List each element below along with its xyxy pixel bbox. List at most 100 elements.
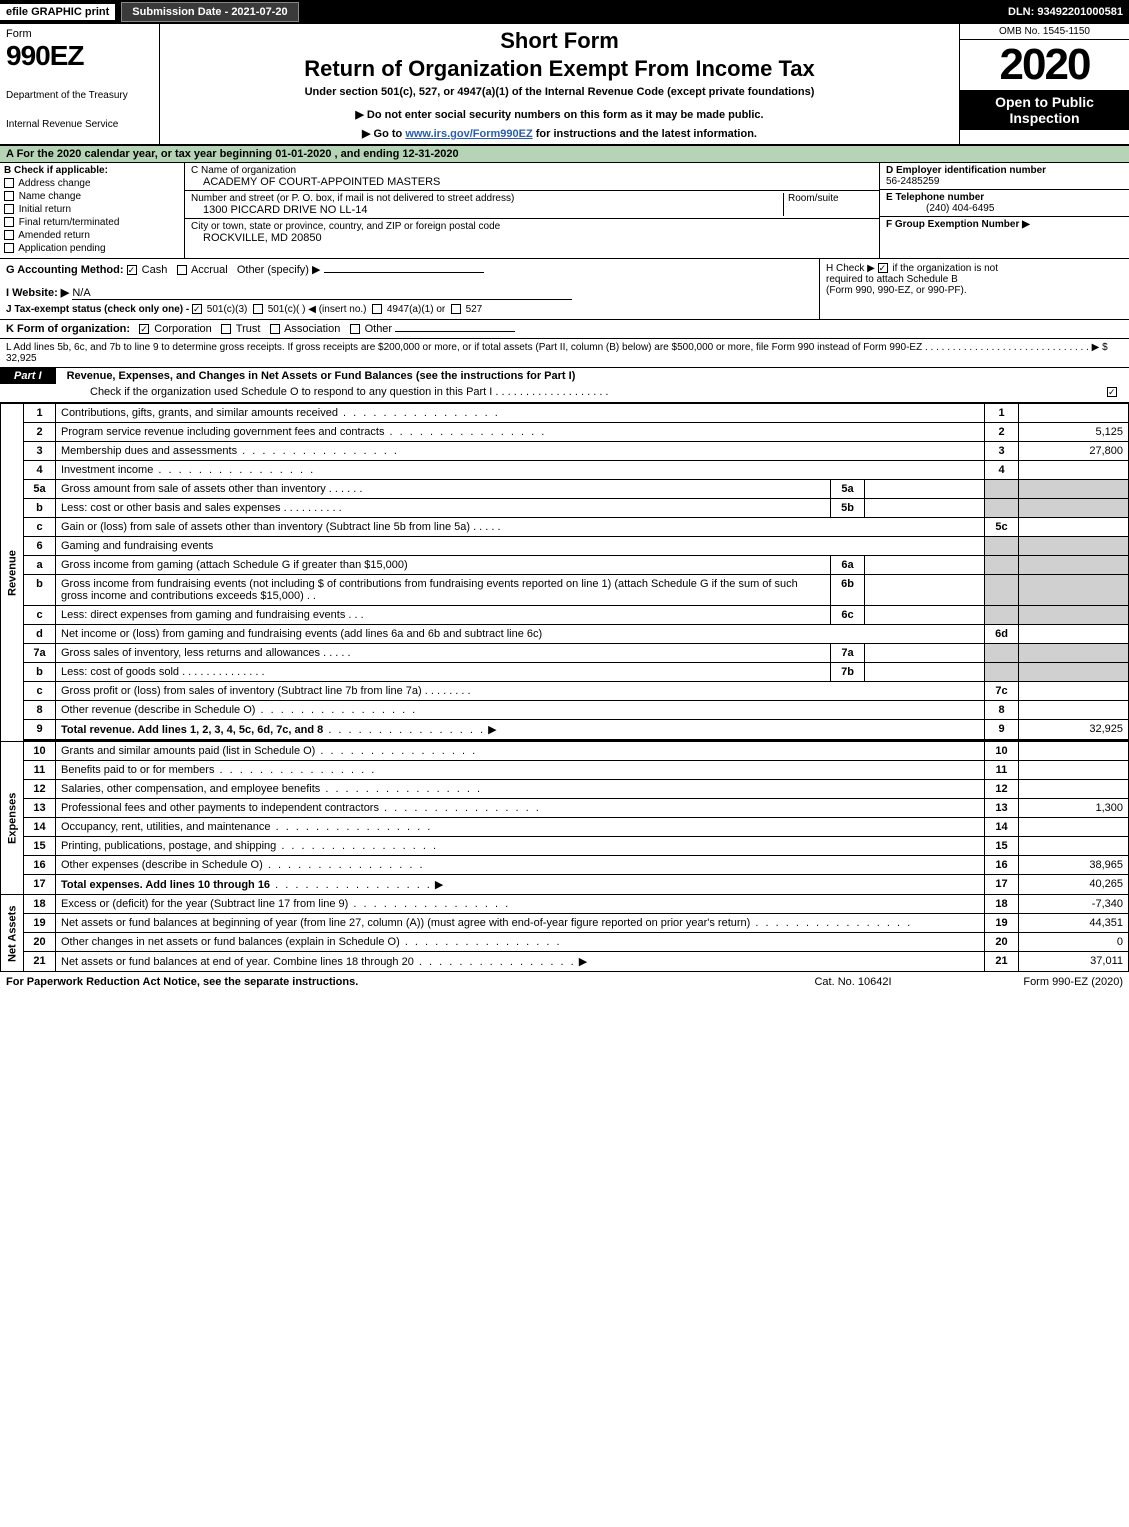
irs-label: Internal Revenue Service (6, 119, 153, 130)
amt-19: 44,351 (1019, 914, 1129, 933)
tel-value: (240) 404-6495 (886, 203, 994, 214)
tax-period: A For the 2020 calendar year, or tax yea… (0, 146, 1129, 163)
g-label: G Accounting Method: (6, 264, 124, 276)
amt-7c (1019, 682, 1129, 701)
sched-o-text: Check if the organization used Schedule … (90, 386, 609, 398)
form-label: Form (6, 28, 153, 40)
chk-association[interactable] (270, 324, 280, 334)
j-label: J Tax-exempt status (check only one) - (6, 304, 192, 315)
h-text3: (Form 990, 990-EZ, or 990-PF). (826, 285, 967, 296)
goto-post: for instructions and the latest informat… (533, 128, 757, 140)
amt-10 (1019, 742, 1129, 761)
chk-accrual[interactable] (177, 265, 187, 275)
short-form-title: Short Form (168, 28, 951, 54)
amt-14 (1019, 818, 1129, 837)
chk-corporation[interactable] (139, 324, 149, 334)
top-bar: efile GRAPHIC print Submission Date - 20… (0, 0, 1129, 24)
chk-address-change[interactable]: Address change (4, 178, 180, 189)
amt-4 (1019, 461, 1129, 480)
return-title: Return of Organization Exempt From Incom… (168, 56, 951, 82)
amt-15 (1019, 837, 1129, 856)
chk-initial-return[interactable]: Initial return (4, 204, 180, 215)
chk-name-change[interactable]: Name change (4, 191, 180, 202)
city-value: ROCKVILLE, MD 20850 (191, 232, 322, 244)
goto-pre: ▶ Go to (362, 128, 405, 140)
chk-amended[interactable]: Amended return (4, 230, 180, 241)
dln: DLN: 93492201000581 (1008, 6, 1129, 18)
part1-header: Part I Revenue, Expenses, and Changes in… (0, 368, 1129, 403)
form-number: 990EZ (6, 40, 153, 72)
revenue-side-label: Revenue (1, 404, 24, 742)
page-footer: For Paperwork Reduction Act Notice, see … (0, 972, 1129, 992)
financial-table: Revenue 1 Contributions, gifts, grants, … (0, 403, 1129, 972)
amt-13: 1,300 (1019, 799, 1129, 818)
ein-value: 56-2485259 (886, 176, 939, 187)
row-k: K Form of organization: Corporation Trus… (0, 320, 1129, 339)
cat-no: Cat. No. 10642I (763, 976, 943, 988)
efile-label: efile GRAPHIC print (0, 4, 115, 20)
submission-date: Submission Date - 2021-07-20 (121, 2, 298, 22)
irs-link[interactable]: www.irs.gov/Form990EZ (405, 128, 532, 140)
org-name: ACADEMY OF COURT-APPOINTED MASTERS (191, 176, 440, 188)
ein-label: D Employer identification number (886, 165, 1046, 176)
header-left: Form 990EZ Department of the Treasury In… (0, 24, 160, 144)
under-section: Under section 501(c), 527, or 4947(a)(1)… (168, 86, 951, 98)
row-l: L Add lines 5b, 6c, and 7b to line 9 to … (0, 339, 1129, 368)
i-label: I Website: ▶ (6, 287, 69, 299)
amt-17: 40,265 (1019, 875, 1129, 895)
form-header: Form 990EZ Department of the Treasury In… (0, 24, 1129, 146)
part1-title: Revenue, Expenses, and Changes in Net As… (59, 370, 576, 382)
chk-final-return[interactable]: Final return/terminated (4, 217, 180, 228)
entity-block: B Check if applicable: Address change Na… (0, 163, 1129, 259)
amt-18: -7,340 (1019, 895, 1129, 914)
tax-year: 2020 (960, 40, 1129, 90)
row-gh: G Accounting Method: Cash Accrual Other … (0, 259, 1129, 320)
chk-4947[interactable] (372, 304, 382, 314)
amt-8 (1019, 701, 1129, 720)
group-exemption-label: F Group Exemption Number ▶ (886, 219, 1030, 230)
ssn-warning: ▶ Do not enter social security numbers o… (168, 108, 951, 121)
expenses-side-label: Expenses (1, 742, 24, 895)
website-value: N/A (72, 287, 572, 300)
chk-501c3[interactable] (192, 304, 202, 314)
paperwork-notice: For Paperwork Reduction Act Notice, see … (6, 976, 763, 988)
chk-schedule-b[interactable] (878, 263, 888, 273)
block-b-title: B Check if applicable: (4, 165, 108, 176)
open-public: Open to Public Inspection (960, 90, 1129, 130)
chk-cash[interactable] (127, 265, 137, 275)
amt-12 (1019, 780, 1129, 799)
h-label: H Check ▶ (826, 263, 875, 274)
h-text1: if the organization is not (892, 263, 998, 274)
city-label: City or town, state or province, country… (191, 221, 873, 232)
tel-label: E Telephone number (886, 192, 984, 203)
chk-pending[interactable]: Application pending (4, 243, 180, 254)
org-name-label: C Name of organization (191, 165, 873, 176)
amt-3: 27,800 (1019, 442, 1129, 461)
amt-5c (1019, 518, 1129, 537)
street-label: Number and street (or P. O. box, if mail… (191, 193, 783, 204)
dept-treasury: Department of the Treasury (6, 90, 153, 101)
room-label: Room/suite (788, 193, 839, 204)
block-d: D Employer identification number 56-2485… (879, 163, 1129, 258)
amt-20: 0 (1019, 933, 1129, 952)
amt-11 (1019, 761, 1129, 780)
block-c: C Name of organization ACADEMY OF COURT-… (185, 163, 879, 258)
part1-tag: Part I (0, 368, 56, 384)
h-text2: required to attach Schedule B (826, 274, 958, 285)
chk-schedule-o[interactable] (1107, 387, 1117, 397)
k-label: K Form of organization: (6, 323, 130, 335)
street-value: 1300 PICCARD DRIVE NO LL-14 (191, 204, 367, 216)
amt-2: 5,125 (1019, 423, 1129, 442)
block-b: B Check if applicable: Address change Na… (0, 163, 185, 258)
amt-1 (1019, 404, 1129, 423)
chk-other-org[interactable] (350, 324, 360, 334)
chk-501c[interactable] (253, 304, 263, 314)
amt-16: 38,965 (1019, 856, 1129, 875)
amt-6d (1019, 625, 1129, 644)
amt-21: 37,011 (1019, 952, 1129, 972)
form-ref: Form 990-EZ (2020) (943, 976, 1123, 988)
chk-trust[interactable] (221, 324, 231, 334)
header-center: Short Form Return of Organization Exempt… (160, 24, 959, 144)
omb-number: OMB No. 1545-1150 (960, 24, 1129, 40)
chk-527[interactable] (451, 304, 461, 314)
